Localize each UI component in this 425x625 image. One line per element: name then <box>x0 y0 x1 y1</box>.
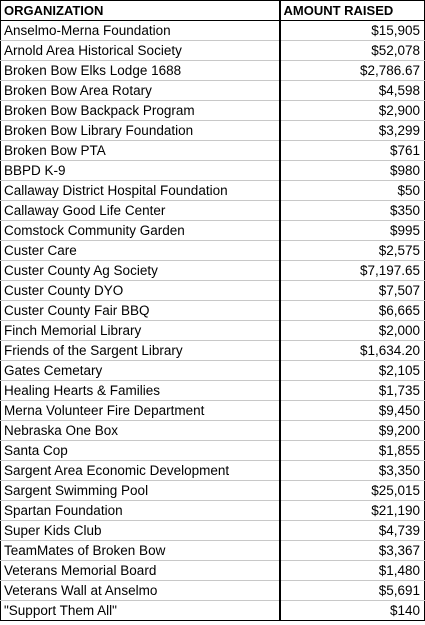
table-row: Broken Bow PTA $761 <box>0 140 425 161</box>
organization-cell: Merna Volunteer Fire Department <box>0 400 280 421</box>
table-row: Sargent Swimming Pool $25,015 <box>0 480 425 501</box>
table-row: Broken Bow Elks Lodge 1688 $2,786.67 <box>0 60 425 81</box>
organization-cell: Broken Bow PTA <box>0 140 280 161</box>
organization-cell: Friends of the Sargent Library <box>0 340 280 361</box>
amount-header: AMOUNT RAISED <box>278 0 425 21</box>
table-row: Healing Hearts & Families $1,735 <box>0 380 425 401</box>
table-row: Custer County Ag Society $7,197.65 <box>0 260 425 281</box>
amount-cell: $1,855 <box>278 440 425 461</box>
amount-cell: $2,575 <box>278 240 425 261</box>
organization-cell: Broken Bow Area Rotary <box>0 80 280 101</box>
amount-cell: $2,900 <box>278 100 425 121</box>
organization-cell: Broken Bow Elks Lodge 1688 <box>0 60 280 81</box>
amount-cell: $15,905 <box>278 20 425 41</box>
amount-cell: $1,480 <box>278 560 425 581</box>
organization-cell: Anselmo-Merna Foundation <box>0 20 280 41</box>
table-row: Anselmo-Merna Foundation $15,905 <box>0 20 425 41</box>
amount-cell: $3,299 <box>278 120 425 141</box>
organization-header: ORGANIZATION <box>0 0 280 21</box>
table-row: Nebraska One Box $9,200 <box>0 420 425 441</box>
amount-cell: $21,190 <box>278 500 425 521</box>
amount-cell: $350 <box>278 200 425 221</box>
organization-cell: Super Kids Club <box>0 520 280 541</box>
amount-cell: $980 <box>278 160 425 181</box>
amount-cell: $50 <box>278 180 425 201</box>
amount-cell: $1,634.20 <box>278 340 425 361</box>
table-row: TeamMates of Broken Bow $3,367 <box>0 540 425 561</box>
table-row: Merna Volunteer Fire Department $9,450 <box>0 400 425 421</box>
amount-cell: $2,000 <box>278 320 425 341</box>
header-row: ORGANIZATION AMOUNT RAISED <box>0 0 425 21</box>
table-row: Custer County DYO $7,507 <box>0 280 425 301</box>
amount-cell: $52,078 <box>278 40 425 61</box>
table-row: "Support Them All" $140 <box>0 600 425 621</box>
amount-cell: $761 <box>278 140 425 161</box>
organization-cell: Callaway District Hospital Foundation <box>0 180 280 201</box>
amount-cell: $4,598 <box>278 80 425 101</box>
amount-cell: $6,665 <box>278 300 425 321</box>
amount-cell: $3,367 <box>278 540 425 561</box>
organization-cell: Nebraska One Box <box>0 420 280 441</box>
amount-cell: $7,507 <box>278 280 425 301</box>
organization-cell: TeamMates of Broken Bow <box>0 540 280 561</box>
table-row: Veterans Wall at Anselmo $5,691 <box>0 580 425 601</box>
table-row: Arnold Area Historical Society $52,078 <box>0 40 425 61</box>
table-row: Santa Cop $1,855 <box>0 440 425 461</box>
amount-cell: $4,739 <box>278 520 425 541</box>
organization-cell: Callaway Good Life Center <box>0 200 280 221</box>
organization-cell: Gates Cemetary <box>0 360 280 381</box>
organization-cell: Santa Cop <box>0 440 280 461</box>
organization-cell: "Support Them All" <box>0 600 280 621</box>
organization-cell: Comstock Community Garden <box>0 220 280 241</box>
table-row: Veterans Memorial Board $1,480 <box>0 560 425 581</box>
amount-cell: $7,197.65 <box>278 260 425 281</box>
table-row: Sargent Area Economic Development $3,350 <box>0 460 425 481</box>
amount-cell: $2,105 <box>278 360 425 381</box>
table-row: Broken Bow Backpack Program $2,900 <box>0 100 425 121</box>
table-row: Callaway Good Life Center $350 <box>0 200 425 221</box>
table-row: Broken Bow Library Foundation $3,299 <box>0 120 425 141</box>
amount-cell: $9,200 <box>278 420 425 441</box>
organization-cell: Veterans Wall at Anselmo <box>0 580 280 601</box>
organization-cell: Finch Memorial Library <box>0 320 280 341</box>
amount-cell: $3,350 <box>278 460 425 481</box>
organization-cell: Sargent Area Economic Development <box>0 460 280 481</box>
organization-cell: Arnold Area Historical Society <box>0 40 280 61</box>
organization-cell: Veterans Memorial Board <box>0 560 280 581</box>
table-row: Callaway District Hospital Foundation $50 <box>0 180 425 201</box>
organization-cell: Custer County Fair BBQ <box>0 300 280 321</box>
amount-cell: $995 <box>278 220 425 241</box>
table-row: BBPD K-9 $980 <box>0 160 425 181</box>
organization-cell: Healing Hearts & Families <box>0 380 280 401</box>
organization-cell: Custer County Ag Society <box>0 260 280 281</box>
table-row: Custer Care $2,575 <box>0 240 425 261</box>
organization-cell: Spartan Foundation <box>0 500 280 521</box>
amount-cell: $25,015 <box>278 480 425 501</box>
organization-cell: Custer Care <box>0 240 280 261</box>
organization-cell: Broken Bow Backpack Program <box>0 100 280 121</box>
table-row: Comstock Community Garden $995 <box>0 220 425 241</box>
organization-cell: Broken Bow Library Foundation <box>0 120 280 141</box>
organization-cell: Sargent Swimming Pool <box>0 480 280 501</box>
table-row: Spartan Foundation $21,190 <box>0 500 425 521</box>
organization-cell: BBPD K-9 <box>0 160 280 181</box>
table-row: Friends of the Sargent Library $1,634.20 <box>0 340 425 361</box>
table-row: Finch Memorial Library $2,000 <box>0 320 425 341</box>
table-row: Broken Bow Area Rotary $4,598 <box>0 80 425 101</box>
amount-cell: $1,735 <box>278 380 425 401</box>
amount-cell: $5,691 <box>278 580 425 601</box>
organization-cell: Custer County DYO <box>0 280 280 301</box>
amount-cell: $9,450 <box>278 400 425 421</box>
amount-cell: $2,786.67 <box>278 60 425 81</box>
table-row: Custer County Fair BBQ $6,665 <box>0 300 425 321</box>
amount-cell: $140 <box>278 600 425 621</box>
table-row: Gates Cemetary $2,105 <box>0 360 425 381</box>
table-row: Super Kids Club $4,739 <box>0 520 425 541</box>
